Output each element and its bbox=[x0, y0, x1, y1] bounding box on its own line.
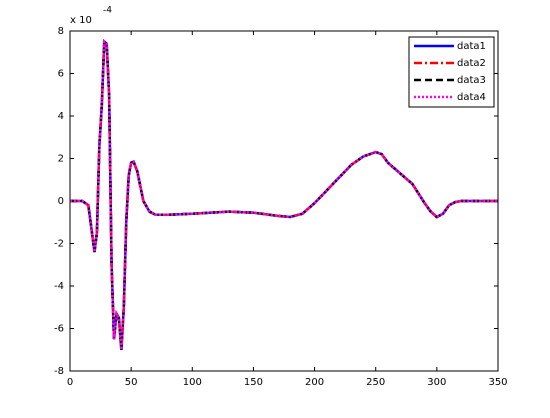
y-exponent: -4 bbox=[103, 6, 112, 16]
series-line bbox=[70, 38, 498, 350]
y-tick-label: 2 bbox=[58, 154, 64, 165]
x-tick-label: 300 bbox=[427, 377, 446, 388]
y-tick-label: -2 bbox=[54, 239, 64, 250]
x-tick-label: 200 bbox=[305, 377, 324, 388]
y-tick-label: -8 bbox=[54, 366, 64, 377]
x-tick-label: 350 bbox=[488, 377, 507, 388]
axes-box bbox=[69, 30, 499, 372]
y-tick-label: 8 bbox=[58, 26, 64, 37]
x-tick-label: 150 bbox=[244, 377, 263, 388]
x-tick-label: 250 bbox=[366, 377, 385, 388]
y-tick-label: 4 bbox=[58, 111, 64, 122]
legend-label: data4 bbox=[457, 92, 486, 103]
legend-label: data3 bbox=[457, 75, 486, 86]
legend-label: data2 bbox=[457, 58, 486, 69]
y-tick-label: 6 bbox=[58, 69, 64, 80]
y-tick-label: -6 bbox=[54, 324, 64, 335]
x-tick-label: 0 bbox=[67, 377, 73, 388]
x-tick-label: 100 bbox=[183, 377, 202, 388]
legend-label: data1 bbox=[457, 41, 486, 52]
y-tick-label: 0 bbox=[58, 196, 64, 207]
x-tick-label: 50 bbox=[125, 377, 138, 388]
legend-box bbox=[408, 36, 495, 108]
y-tick-label: -4 bbox=[54, 281, 64, 292]
y-exponent-base: x 10 bbox=[70, 15, 92, 26]
